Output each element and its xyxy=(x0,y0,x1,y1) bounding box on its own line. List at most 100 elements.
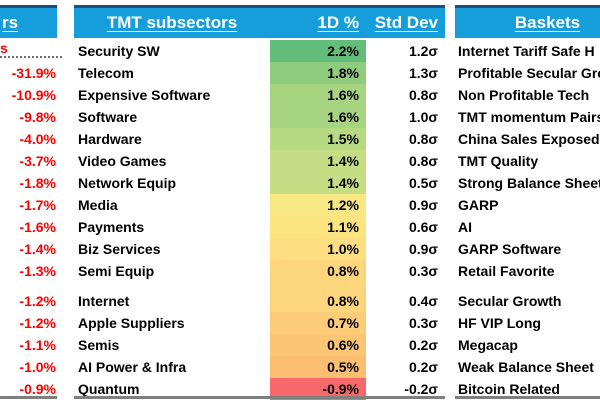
change-value-cell[interactable]: 1.5% xyxy=(270,128,366,150)
spacer-name-cell xyxy=(74,282,270,290)
subsector-name-cell[interactable]: AI Power & Infra xyxy=(78,359,187,375)
tmt-group-spacer-row xyxy=(74,282,445,290)
tmt-table-row: Expensive Software 1.6% 0.8σ xyxy=(74,84,445,106)
stddev-value-cell[interactable]: 1.2σ xyxy=(408,43,438,59)
left-change-value-cell[interactable]: -1.0% xyxy=(19,359,56,375)
left-change-value-cell[interactable]: -1.1% xyxy=(19,337,56,353)
basket-name-cell[interactable]: HF VIP Long xyxy=(458,315,541,331)
change-value-cell[interactable]: 1.1% xyxy=(270,216,366,238)
left-section-header[interactable]: rs xyxy=(0,5,57,38)
basket-name-cell[interactable]: AI xyxy=(458,219,472,235)
change-value-cell[interactable]: 1.8% xyxy=(270,62,366,84)
baskets-section-bottom-border xyxy=(455,396,600,399)
basket-name-cell[interactable]: TMT Quality xyxy=(458,153,539,169)
basket-name-cell[interactable]: Strong Balance Sheet xyxy=(458,175,600,191)
basket-name-cell[interactable]: Internet Tariff Safe H xyxy=(458,43,595,59)
subsector-name-cell[interactable]: Software xyxy=(78,109,138,125)
change-value-cell[interactable]: 1.4% xyxy=(270,172,366,194)
subsector-name-cell[interactable]: Payments xyxy=(78,219,145,235)
stddev-value-cell[interactable]: -0.2σ xyxy=(404,381,438,397)
change-value-cell[interactable]: 1.6% xyxy=(270,84,366,106)
left-change-value-cell[interactable]: -3.7% xyxy=(19,153,56,169)
stddev-value-cell[interactable]: 0.6σ xyxy=(408,219,438,235)
left-change-value-cell[interactable]: -1.7% xyxy=(19,197,56,213)
stddev-value-cell[interactable]: 0.3σ xyxy=(408,263,438,279)
subsector-name-cell[interactable]: Telecom xyxy=(78,65,134,81)
left-change-value-cell[interactable]: -4.0% xyxy=(19,131,56,147)
stddev-value-cell[interactable]: 1.0σ xyxy=(408,109,438,125)
subsector-name-cell[interactable]: Hardware xyxy=(78,131,142,147)
change-value-cell[interactable]: 1.4% xyxy=(270,150,366,172)
one-day-change-header-label: 1D % xyxy=(317,13,359,32)
basket-name-cell[interactable]: China Sales Exposed xyxy=(458,131,600,147)
subsector-name-cell[interactable]: Media xyxy=(78,197,118,213)
tmt-table-row: Hardware 1.5% 0.8σ xyxy=(74,128,445,150)
tmt-table-row: Network Equip 1.4% 0.5σ xyxy=(74,172,445,194)
left-change-value-cell[interactable]: -1.2% xyxy=(19,315,56,331)
subsector-name-cell[interactable]: Semi Equip xyxy=(78,263,155,279)
left-change-value-cell[interactable]: -1.4% xyxy=(19,241,56,257)
subsector-name-cell[interactable]: Internet xyxy=(78,293,130,309)
stddev-value-cell[interactable]: 0.2σ xyxy=(408,337,438,353)
change-value-cell[interactable]: -0.9% xyxy=(270,378,366,400)
stddev-value-cell[interactable]: 0.4σ xyxy=(408,293,438,309)
stddev-value-cell[interactable]: 0.3σ xyxy=(408,315,438,331)
basket-name-cell[interactable]: Megacap xyxy=(458,337,518,353)
subsector-name-cell[interactable]: Biz Services xyxy=(78,241,161,257)
basket-name-cell[interactable]: Retail Favorite xyxy=(458,263,555,279)
left-change-value-cell[interactable]: -1.2% xyxy=(19,293,56,309)
subsector-name-cell[interactable]: Video Games xyxy=(78,153,167,169)
tmt-table-row: Video Games 1.4% 0.8σ xyxy=(74,150,445,172)
tmt-subsectors-column-header[interactable]: TMT subsectors xyxy=(74,8,270,38)
dotted-separator xyxy=(0,56,62,58)
basket-name-cell[interactable]: Profitable Secular Gro xyxy=(458,65,600,81)
change-value-cell[interactable]: 1.6% xyxy=(270,106,366,128)
basket-name-cell[interactable]: Bitcoin Related xyxy=(458,381,560,397)
tmt-table-row: AI Power & Infra 0.5% 0.2σ xyxy=(74,356,445,378)
tmt-table-row: Payments 1.1% 0.6σ xyxy=(74,216,445,238)
change-value-cell[interactable]: 0.5% xyxy=(270,356,366,378)
stddev-value-cell[interactable]: 0.9σ xyxy=(408,241,438,257)
stddev-value-cell[interactable]: 1.3σ xyxy=(408,65,438,81)
basket-name-cell[interactable]: Secular Growth xyxy=(458,293,562,309)
subsector-name-cell[interactable]: Security SW xyxy=(78,43,160,59)
subsector-name-cell[interactable]: Semis xyxy=(78,337,120,353)
stddev-value-cell[interactable]: 0.2σ xyxy=(408,359,438,375)
stddev-value-cell[interactable]: 0.8σ xyxy=(408,153,438,169)
left-change-value-cell[interactable]: -1.8% xyxy=(19,175,56,191)
change-value-cell[interactable]: 1.2% xyxy=(270,194,366,216)
basket-name-cell[interactable]: GARP xyxy=(458,197,499,213)
left-change-value-cell[interactable]: -10.9% xyxy=(11,87,56,103)
stddev-value-cell[interactable]: 0.9σ xyxy=(408,197,438,213)
tmt-table-row: Media 1.2% 0.9σ xyxy=(74,194,445,216)
subsector-name-cell[interactable]: Network Equip xyxy=(78,175,177,191)
change-value-cell[interactable]: 2.2% xyxy=(270,40,366,62)
subsector-name-cell[interactable]: Quantum xyxy=(78,381,140,397)
left-change-value-cell[interactable]: -1.3% xyxy=(19,263,56,279)
spacer-stddev-cell xyxy=(366,282,445,290)
baskets-section-header[interactable]: Baskets xyxy=(455,5,600,38)
stddev-value-cell[interactable]: 0.8σ xyxy=(408,87,438,103)
change-value-cell[interactable]: 0.8% xyxy=(270,260,366,282)
stddev-value-cell[interactable]: 0.8σ xyxy=(408,131,438,147)
change-value-cell[interactable]: 1.0% xyxy=(270,238,366,260)
change-value-cell[interactable]: 0.6% xyxy=(270,334,366,356)
basket-name-cell[interactable]: Non Profitable Tech xyxy=(458,87,590,103)
tmt-subsectors-header-label: TMT subsectors xyxy=(106,13,238,32)
std-dev-column-header[interactable]: Std Dev xyxy=(366,8,445,38)
change-value-cell[interactable]: 0.8% xyxy=(270,290,366,312)
basket-name-cell[interactable]: Weak Balance Sheet xyxy=(458,359,594,375)
left-change-value-cell[interactable]: -9.8% xyxy=(19,109,56,125)
subsector-name-cell[interactable]: Apple Suppliers xyxy=(78,315,185,331)
left-change-value-cell[interactable]: -31.9% xyxy=(11,65,56,81)
left-change-value-cell[interactable]: -1.6% xyxy=(19,219,56,235)
subsector-name-cell[interactable]: Expensive Software xyxy=(78,87,211,103)
one-day-change-column-header[interactable]: 1D % xyxy=(270,8,366,38)
basket-name-cell[interactable]: TMT momentum Pairs xyxy=(458,109,600,125)
stddev-value-cell[interactable]: 0.5σ xyxy=(408,175,438,191)
change-value-cell[interactable]: 0.7% xyxy=(270,312,366,334)
left-values-list: -31.9% -10.9% -9.8% -4.0% -3.7% -1.8% -1.7% -1.… xyxy=(0,62,57,400)
left-change-value-cell[interactable]: -0.9% xyxy=(19,381,56,397)
basket-name-cell[interactable]: GARP Software xyxy=(458,241,562,257)
